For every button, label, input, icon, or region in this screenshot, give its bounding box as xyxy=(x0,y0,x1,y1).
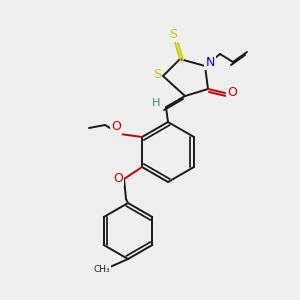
Text: CH₃: CH₃ xyxy=(94,265,110,274)
Text: O: O xyxy=(227,86,237,100)
Text: H: H xyxy=(152,98,160,108)
Text: O: O xyxy=(111,121,121,134)
Text: S: S xyxy=(153,68,161,82)
Text: N: N xyxy=(205,56,215,68)
Text: S: S xyxy=(169,28,177,40)
Text: O: O xyxy=(113,172,123,184)
